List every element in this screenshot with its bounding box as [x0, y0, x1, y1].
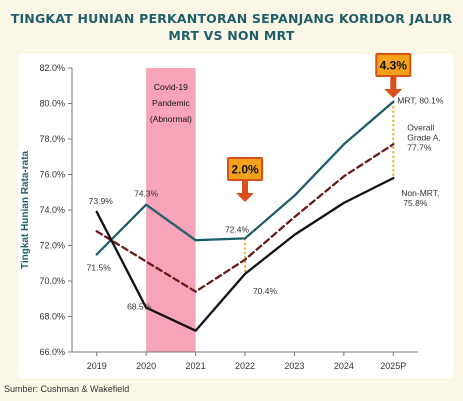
end-label-overall: 77.7%	[407, 142, 432, 152]
series-line-nonmrt	[95, 176, 395, 332]
x-tick-label: 2023	[284, 361, 304, 371]
callout-label: 2.0%	[231, 163, 259, 177]
end-label-overall: Overall	[407, 122, 434, 132]
series-line-mrt	[95, 100, 395, 256]
x-tick-label: 2019	[87, 361, 107, 371]
x-tick-label: 2022	[235, 361, 255, 371]
end-label-overall: Grade A,	[407, 132, 441, 142]
end-label-mrt: MRT, 80.1%	[397, 96, 444, 106]
callout-arrow-shaft	[390, 76, 397, 90]
x-tick-label: 2024	[334, 361, 354, 371]
callout-label: 4.3%	[380, 59, 408, 73]
covid-label-line: (Abnormal)	[150, 114, 192, 124]
data-label: 72.4%	[225, 224, 250, 234]
series-line-overall	[95, 143, 395, 293]
end-label-nonmrt: Non-MRT,	[401, 188, 439, 198]
data-label: 68.5%	[127, 302, 152, 312]
y-tick-label: 66.0%	[39, 347, 65, 357]
chart-title: TINGKAT HUNIAN PERKANTORAN SEPANJANG KOR…	[0, 10, 463, 44]
callout-arrow-head	[384, 89, 403, 98]
source-note: Sumber: Cushman & Wakefield	[4, 384, 130, 394]
data-label: 73.9%	[89, 196, 114, 206]
y-tick-label: 76.0%	[39, 170, 65, 180]
y-tick-label: 70.0%	[39, 276, 65, 286]
y-axis-label: Tingkat Hunian Rata-rata	[20, 150, 31, 269]
covid-label-line: Covid-19	[154, 82, 188, 92]
covid-label-line: Pandemic	[152, 98, 191, 108]
y-tick-label: 78.0%	[39, 134, 65, 144]
chart-title-line-2: MRT VS NON MRT	[168, 28, 295, 43]
callout-box	[375, 53, 412, 77]
end-label-nonmrt: 75.8%	[403, 198, 428, 208]
x-tick-label: 2025P	[380, 361, 406, 371]
callout-arrow-head	[236, 193, 254, 202]
y-tick-label: 74.0%	[39, 205, 65, 215]
data-label: 70.4%	[253, 286, 278, 296]
chart-title-line-1: TINGKAT HUNIAN PERKANTORAN SEPANJANG KOR…	[10, 11, 453, 26]
y-tick-label: 80.0%	[39, 99, 65, 109]
y-tick-label: 68.0%	[39, 312, 65, 322]
callout-box	[227, 157, 263, 181]
plot-panel	[18, 54, 454, 378]
x-tick-label: 2020	[136, 361, 156, 371]
y-tick-label: 72.0%	[39, 241, 65, 251]
callout-arrow-shaft	[242, 180, 248, 194]
x-tick-label: 2021	[186, 361, 206, 371]
data-label: 74.3%	[134, 189, 159, 199]
data-label: 71.5%	[87, 262, 112, 272]
y-tick-label: 82.0%	[39, 63, 65, 73]
